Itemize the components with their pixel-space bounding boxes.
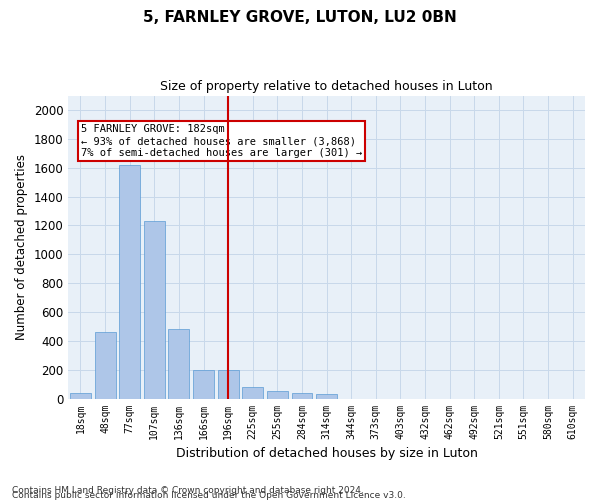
Y-axis label: Number of detached properties: Number of detached properties bbox=[15, 154, 28, 340]
Bar bbox=[119, 165, 140, 398]
Text: 5, FARNLEY GROVE, LUTON, LU2 0BN: 5, FARNLEY GROVE, LUTON, LU2 0BN bbox=[143, 10, 457, 25]
Bar bbox=[95, 332, 116, 398]
Bar bbox=[70, 393, 91, 398]
Text: Contains public sector information licensed under the Open Government Licence v3: Contains public sector information licen… bbox=[12, 491, 406, 500]
Text: Contains HM Land Registry data © Crown copyright and database right 2024.: Contains HM Land Registry data © Crown c… bbox=[12, 486, 364, 495]
Bar bbox=[316, 394, 337, 398]
Bar bbox=[144, 221, 165, 398]
Title: Size of property relative to detached houses in Luton: Size of property relative to detached ho… bbox=[160, 80, 493, 93]
X-axis label: Distribution of detached houses by size in Luton: Distribution of detached houses by size … bbox=[176, 447, 478, 460]
Bar bbox=[292, 393, 313, 398]
Bar bbox=[169, 330, 190, 398]
Bar bbox=[193, 370, 214, 398]
Bar bbox=[267, 392, 288, 398]
Bar bbox=[242, 387, 263, 398]
Text: 5 FARNLEY GROVE: 182sqm
← 93% of detached houses are smaller (3,868)
7% of semi-: 5 FARNLEY GROVE: 182sqm ← 93% of detache… bbox=[81, 124, 362, 158]
Bar bbox=[218, 370, 239, 398]
